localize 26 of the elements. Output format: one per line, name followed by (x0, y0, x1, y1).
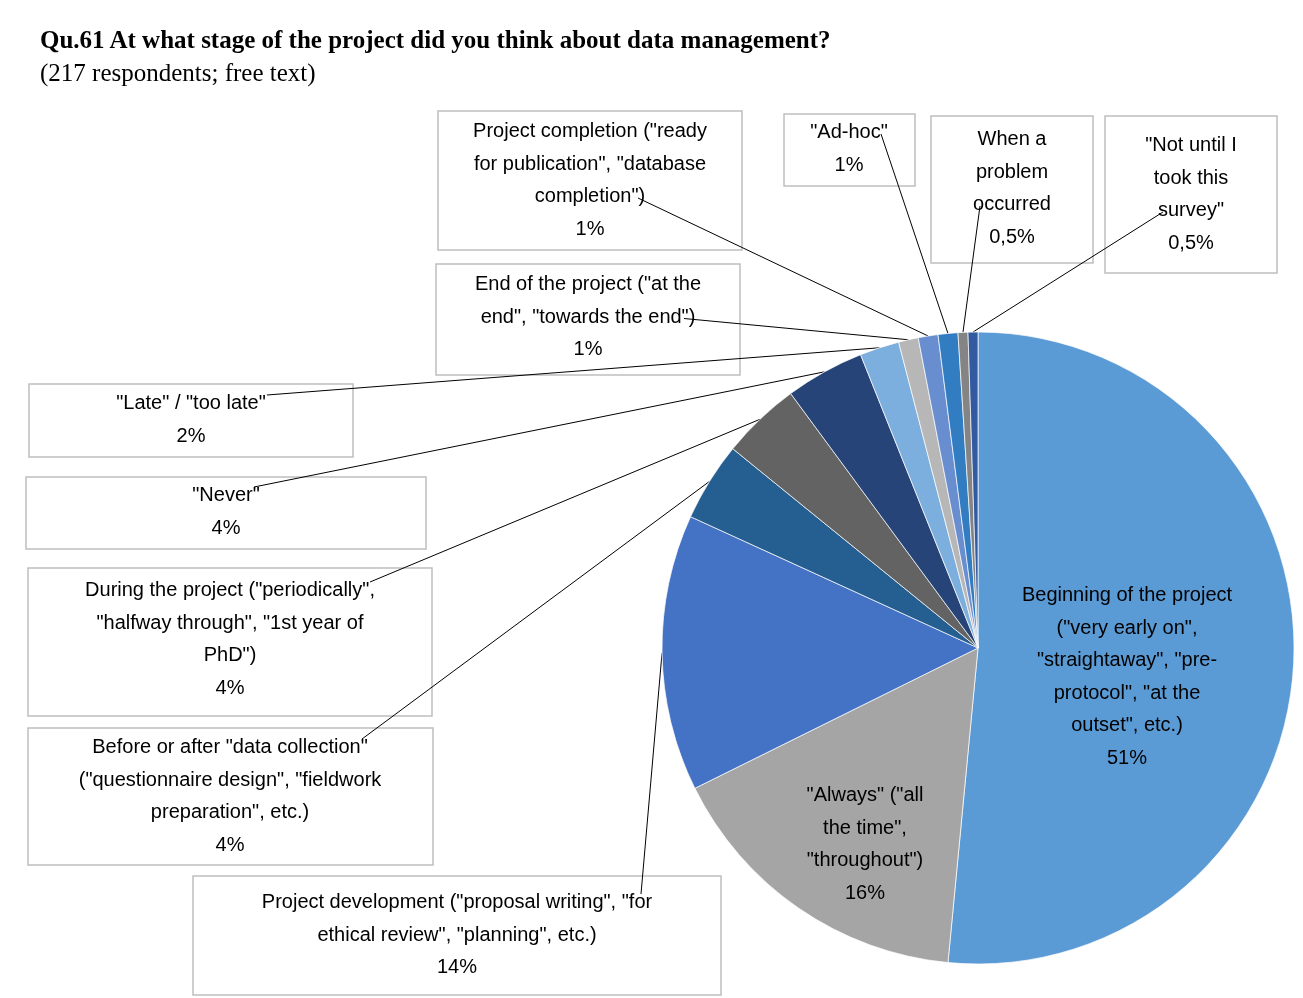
chart-subtitle: (217 respondents; free text) (40, 59, 316, 87)
slice-label: During the project ("periodically", "halfway through", "1st year of PhD") (85, 578, 375, 665)
slice-label: End of the project ("at the end", "towards the end") (474, 272, 702, 327)
slice-label: "Never" (192, 483, 260, 505)
data-label: 14% (436, 955, 478, 977)
slice-label: When a problem occurred (973, 127, 1051, 214)
slice-label: Project completion ("ready for publication", "database completion") (473, 119, 707, 206)
slice-label: Project development ("proposal writing", "for ethical review", "planning", etc.) (261, 890, 653, 945)
data-label: 16% (844, 880, 886, 903)
data-label: 1% (573, 337, 603, 359)
data-label: 1% (834, 152, 864, 175)
data-label: 2% (176, 423, 206, 446)
slice-label: "Ad-hoc" (810, 120, 888, 142)
data-label: 0,5% (989, 224, 1036, 247)
slice-label: "Not until I took this survey" (1145, 133, 1237, 220)
data-label: 51% (1106, 745, 1148, 768)
slice-label: "Always" ("all the time", "throughout") (806, 783, 924, 870)
data-label: 0,5% (1168, 230, 1215, 253)
data-label: 4% (215, 675, 245, 698)
data-label: 4% (211, 515, 241, 538)
data-label: 4% (215, 832, 245, 855)
data-label: 1% (575, 216, 605, 239)
chart-title: Qu.61 At what stage of the project did you think about data management? (40, 26, 831, 53)
slice-label: Beginning of the project ("very early on", "straightaway", "pre-protocol", "at the outset", etc.) (1021, 583, 1233, 735)
slice-label: "Late" / "too late" (116, 391, 266, 413)
slice-label: Before or after "data collection" ("questionnaire design", "fieldwork preparation", etc.) (78, 735, 383, 822)
